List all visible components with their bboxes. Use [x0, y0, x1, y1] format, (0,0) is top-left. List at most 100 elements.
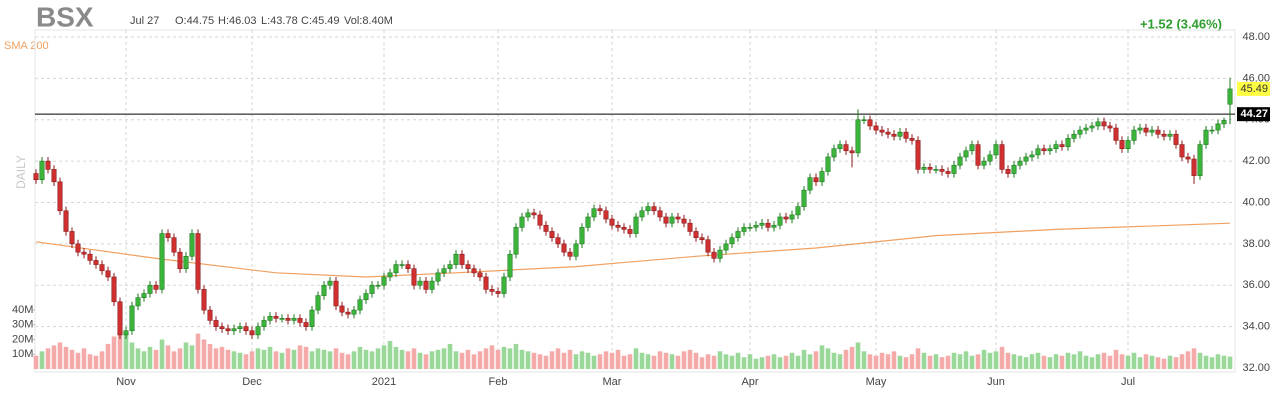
candle-body	[1191, 158, 1197, 176]
candle-body	[321, 284, 327, 296]
candle-body	[897, 131, 903, 137]
volume-bar	[927, 355, 933, 369]
volume-bar	[1167, 355, 1173, 369]
y-tick-label: 42.00	[1242, 155, 1270, 167]
volume-bar	[591, 355, 597, 369]
candle-body	[1131, 129, 1137, 141]
candle-body	[573, 243, 579, 257]
volume-bar	[1029, 354, 1035, 369]
candle-body	[993, 144, 999, 156]
candle-body	[177, 251, 183, 269]
candle-body	[153, 284, 159, 290]
volume-bar	[1083, 355, 1089, 369]
candle-body	[1071, 133, 1077, 139]
candle-body	[1029, 154, 1035, 158]
candle-body	[1011, 164, 1017, 174]
volume-bar	[507, 348, 513, 369]
volume-bar	[825, 348, 831, 369]
candle-body	[297, 318, 303, 323]
volume-bar	[1197, 352, 1203, 369]
candle-body	[501, 276, 507, 294]
volume-bar	[735, 352, 741, 369]
date: Jul 27	[130, 15, 159, 27]
volume-bar	[1059, 355, 1065, 369]
candle-body	[693, 231, 699, 238]
volume-bar	[369, 351, 375, 369]
volume-bar	[903, 357, 909, 369]
candle-body	[1077, 129, 1083, 135]
volume-bar	[819, 345, 825, 369]
volume-bar	[399, 349, 405, 369]
candle-body	[1035, 148, 1041, 156]
candle-body	[279, 318, 285, 320]
candle-body	[855, 119, 861, 154]
candle-body	[597, 208, 603, 212]
volume-bar	[645, 354, 651, 369]
candle-body	[219, 326, 225, 329]
volume-bar	[453, 351, 459, 369]
volume-bar	[669, 354, 675, 369]
volume-bar	[345, 354, 351, 369]
volume-bar	[51, 345, 57, 369]
candle-body	[789, 214, 795, 220]
volume-bar	[339, 352, 345, 369]
candle-body	[483, 276, 489, 290]
candle-body	[327, 280, 333, 286]
candle-body	[93, 260, 99, 265]
volume-bar	[1149, 355, 1155, 369]
x-tick-label: Feb	[489, 376, 508, 388]
volume-bar	[837, 354, 843, 369]
volume-bar	[1089, 357, 1095, 369]
volume-tick-label: 20M	[12, 333, 33, 345]
candle-body	[351, 309, 357, 315]
volume-bar	[615, 349, 621, 369]
y-tick-label: 48.00	[1242, 31, 1270, 43]
symbol: BSX	[36, 1, 94, 32]
volume-bar	[147, 346, 153, 369]
candle-body	[891, 133, 897, 137]
volume-bar	[831, 352, 837, 369]
volume-bar	[963, 351, 969, 369]
volume-bar	[909, 354, 915, 369]
candle-body	[69, 231, 75, 245]
candle-body	[189, 233, 195, 257]
volume-bar	[759, 357, 765, 369]
volume-bar	[1125, 355, 1131, 369]
candle-body	[105, 270, 111, 278]
volume-bar	[717, 351, 723, 369]
candle-body	[507, 253, 513, 278]
candle-body	[231, 328, 237, 332]
x-tick-label: Mar	[603, 376, 622, 388]
volume-bar	[1017, 355, 1023, 369]
volume-bar	[375, 348, 381, 369]
volume-bar	[549, 351, 555, 369]
volume-bar	[657, 351, 663, 369]
volume-bar	[219, 346, 225, 369]
y-tick-label: 36.00	[1242, 279, 1270, 291]
candle-body	[705, 239, 711, 253]
candle-body	[939, 169, 945, 172]
candle-body	[1059, 144, 1065, 147]
candle-body	[975, 144, 981, 166]
volume-bar	[321, 349, 327, 369]
volume-bar	[753, 358, 759, 369]
candle-body	[147, 284, 153, 294]
candle-body	[651, 206, 657, 212]
volume-bar	[873, 355, 879, 369]
candle-body	[741, 227, 747, 232]
candle-body	[909, 138, 915, 141]
volume-bar	[681, 351, 687, 369]
candle-body	[1089, 125, 1095, 129]
volume-bar	[993, 351, 999, 369]
volume-bar	[1155, 357, 1161, 369]
candle-body	[765, 222, 771, 228]
volume-bar	[225, 349, 231, 369]
volume-bar	[1215, 354, 1221, 369]
volume-bar	[315, 348, 321, 369]
candle-body	[657, 210, 663, 218]
x-tick-label: Apr	[741, 376, 758, 388]
candle-body	[543, 224, 549, 232]
candle-body	[99, 264, 105, 272]
volume-bar	[783, 355, 789, 369]
